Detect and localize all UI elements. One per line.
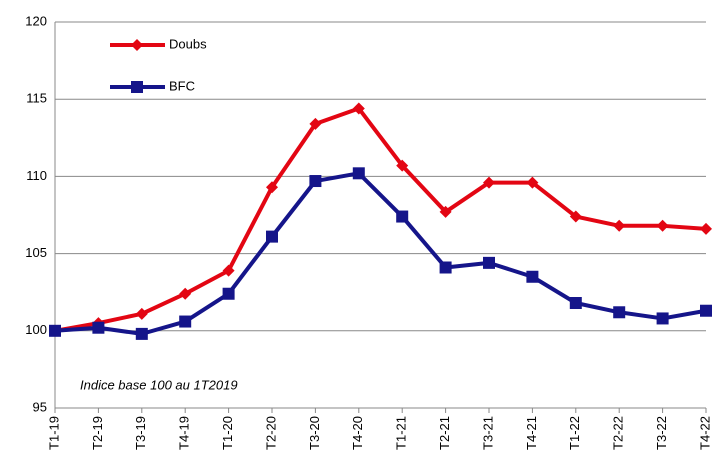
point <box>700 304 712 317</box>
x-tick-label: T1-21 <box>394 416 409 450</box>
point <box>656 312 669 325</box>
point <box>352 167 365 180</box>
point <box>179 287 192 300</box>
point <box>613 219 626 232</box>
x-tick-label: T3-22 <box>654 416 669 450</box>
x-tick-label: T4-21 <box>524 416 539 450</box>
point <box>92 321 105 334</box>
x-tick-label: T3-21 <box>480 416 495 450</box>
x-tick-label: T1-20 <box>220 416 235 450</box>
point <box>266 181 278 194</box>
y-tick-label: 105 <box>25 245 47 260</box>
point <box>656 219 669 232</box>
x-tick-label: T2-19 <box>90 416 105 450</box>
x-tick-label: T1-19 <box>46 416 61 450</box>
series-line <box>54 171 707 336</box>
point <box>222 264 235 277</box>
point <box>396 159 409 172</box>
y-tick-label: 115 <box>26 91 47 106</box>
x-tick-label: T4-19 <box>177 416 192 450</box>
point <box>396 210 409 223</box>
legend-label: BFC <box>169 78 195 93</box>
x-tick-label: T1-22 <box>567 416 582 450</box>
point <box>613 306 626 319</box>
point <box>266 230 278 243</box>
x-tick-label: T4-20 <box>350 416 365 450</box>
legend-marker <box>131 39 143 51</box>
point <box>439 205 452 218</box>
point <box>700 222 712 235</box>
x-tick-label: T4-22 <box>697 416 712 450</box>
point <box>135 327 148 340</box>
point <box>352 102 365 115</box>
point <box>483 176 495 189</box>
annotation: Indice base 100 au 1T2019 <box>80 377 238 392</box>
x-tick-label: T2-22 <box>611 416 626 450</box>
x-tick-label: T3-19 <box>133 416 148 450</box>
point <box>49 324 61 337</box>
point <box>135 307 148 320</box>
point <box>222 287 235 300</box>
point <box>569 210 582 223</box>
x-tick-label: T3-20 <box>307 416 322 450</box>
point <box>526 270 539 283</box>
series-line <box>54 106 707 333</box>
point <box>439 261 452 274</box>
point <box>309 175 322 188</box>
point <box>483 256 495 269</box>
y-tick-label: 110 <box>26 168 47 183</box>
point <box>179 315 192 328</box>
x-tick-label: T2-20 <box>263 416 278 450</box>
point <box>569 297 582 310</box>
y-tick-label: 120 <box>25 13 47 28</box>
legend-label: Doubs <box>169 36 207 51</box>
y-tick-label: 100 <box>25 322 47 337</box>
y-tick-label: 95 <box>33 399 47 414</box>
legend-marker <box>131 81 143 93</box>
point <box>526 176 539 189</box>
x-tick-label: T2-21 <box>437 416 452 450</box>
point <box>309 117 322 130</box>
